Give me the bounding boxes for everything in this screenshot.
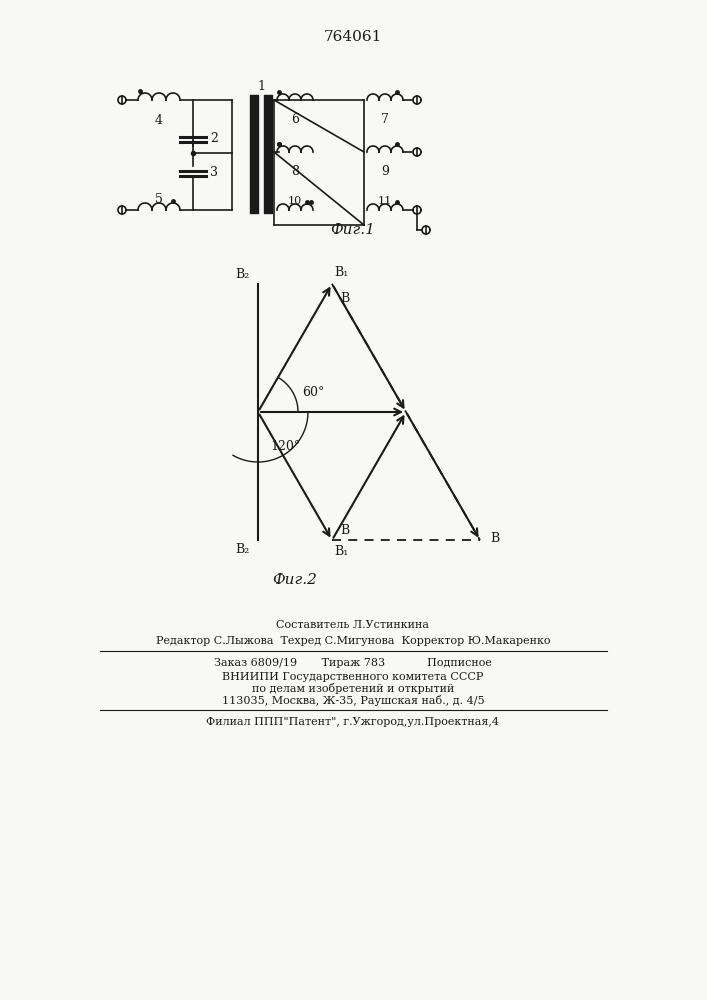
- Text: ВНИИПИ Государственного комитета СССР: ВНИИПИ Государственного комитета СССР: [222, 672, 484, 682]
- Text: 10: 10: [288, 196, 302, 206]
- Text: Заказ 6809/19       Тираж 783            Подписное: Заказ 6809/19 Тираж 783 Подписное: [214, 658, 492, 668]
- Text: Редактор С.Лыжова  Техред С.Мигунова  Корректор Ю.Макаренко: Редактор С.Лыжова Техред С.Мигунова Корр…: [156, 636, 550, 646]
- Text: Филиал ППП"Патент", г.Ужгород,ул.Проектная,4: Филиал ППП"Патент", г.Ужгород,ул.Проектн…: [206, 717, 500, 727]
- Text: B₁: B₁: [334, 545, 349, 558]
- Text: 113035, Москва, Ж-35, Раушская наб., д. 4/5: 113035, Москва, Ж-35, Раушская наб., д. …: [222, 696, 484, 706]
- Text: 11: 11: [378, 196, 392, 206]
- Text: B₁: B₁: [334, 266, 349, 279]
- Text: B: B: [490, 532, 499, 545]
- Text: Фиг.1: Фиг.1: [331, 223, 375, 237]
- Text: 1: 1: [257, 80, 265, 93]
- Text: 9: 9: [381, 165, 389, 178]
- Text: по делам изобретений и открытий: по делам изобретений и открытий: [252, 684, 454, 694]
- Text: 6: 6: [291, 113, 299, 126]
- Text: B₂: B₂: [235, 543, 250, 556]
- Text: Составитель Л.Устинкина: Составитель Л.Устинкина: [276, 620, 429, 630]
- Text: 120°: 120°: [270, 440, 300, 454]
- Text: B₂: B₂: [235, 268, 250, 281]
- Text: 3: 3: [210, 166, 218, 180]
- Text: 2: 2: [210, 132, 218, 145]
- Text: 5: 5: [155, 193, 163, 206]
- Text: Фиг.2: Фиг.2: [273, 573, 317, 587]
- Text: 4: 4: [155, 114, 163, 127]
- Text: 8: 8: [291, 165, 299, 178]
- Text: B: B: [340, 292, 349, 305]
- Text: 60°: 60°: [302, 385, 325, 398]
- Text: B: B: [340, 524, 349, 537]
- Text: 764061: 764061: [324, 30, 382, 44]
- Text: 7: 7: [381, 113, 389, 126]
